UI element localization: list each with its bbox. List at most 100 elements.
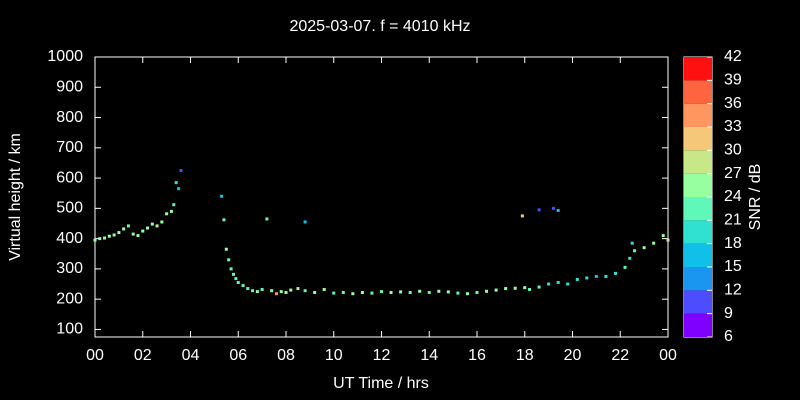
colorbar-tick-label: 33 — [724, 118, 742, 135]
y-tick-label: 200 — [56, 290, 83, 307]
colorbar-tick-label: 15 — [724, 258, 742, 275]
y-tick-label: 900 — [56, 78, 83, 95]
point — [260, 287, 264, 291]
point — [456, 291, 460, 295]
point — [220, 194, 224, 198]
point — [566, 282, 570, 286]
x-tick-label: 06 — [229, 347, 247, 364]
point — [642, 246, 646, 250]
point — [613, 271, 617, 275]
colorbar-tick-label: 27 — [724, 165, 742, 182]
y-tick-label: 300 — [56, 260, 83, 277]
point — [107, 234, 111, 238]
point — [594, 274, 598, 278]
colorbar-tick-label: 24 — [724, 188, 742, 205]
point — [360, 291, 364, 295]
point — [146, 226, 150, 230]
point — [177, 187, 181, 191]
point — [289, 288, 293, 292]
point — [112, 233, 116, 237]
point — [446, 290, 450, 294]
colorbar-tick-label: 6 — [724, 328, 733, 345]
point — [241, 284, 245, 288]
point — [556, 208, 560, 212]
point — [227, 258, 231, 262]
colorbar-tick-label: 12 — [724, 282, 742, 299]
colorbar-block — [684, 220, 712, 244]
colorbar-block — [684, 197, 712, 221]
point — [528, 287, 532, 291]
point — [513, 286, 517, 290]
point — [174, 181, 178, 185]
colorbar-block — [684, 267, 712, 291]
point — [494, 288, 498, 292]
point — [547, 282, 551, 286]
point — [370, 291, 374, 295]
point — [169, 209, 173, 213]
colorbar-block — [684, 80, 712, 104]
point — [234, 277, 238, 281]
x-tick-label: 00 — [86, 347, 104, 364]
point — [537, 208, 541, 212]
point — [475, 291, 479, 295]
point — [628, 256, 632, 260]
y-tick-label: 500 — [56, 200, 83, 217]
y-tick-label: 800 — [56, 109, 83, 126]
point — [652, 241, 656, 245]
y-tick-label: 100 — [56, 321, 83, 338]
point — [313, 291, 317, 295]
y-tick-label: 600 — [56, 169, 83, 186]
point — [284, 291, 288, 295]
x-tick-label: 22 — [611, 347, 629, 364]
point — [270, 289, 274, 293]
x-tick-label: 10 — [325, 347, 343, 364]
colorbar-block — [684, 150, 712, 174]
y-tick-label: 700 — [56, 139, 83, 156]
point — [556, 281, 560, 285]
colorbar-block — [684, 173, 712, 197]
colorbar-tick-label: 36 — [724, 95, 742, 112]
point — [93, 238, 97, 242]
point — [165, 212, 169, 216]
colorbar-tick-label: 39 — [724, 72, 742, 89]
colorbar-tick-label: 30 — [724, 142, 742, 159]
point — [322, 287, 326, 291]
point — [380, 290, 383, 294]
point — [160, 220, 164, 224]
point — [131, 232, 135, 236]
point — [408, 291, 412, 295]
colorbar-block — [684, 313, 712, 337]
point — [222, 218, 226, 222]
colorbar-block — [684, 243, 712, 267]
point — [229, 267, 233, 271]
point — [279, 290, 283, 294]
x-axis-label: UT Time / hrs — [333, 375, 429, 392]
point — [236, 281, 240, 285]
point — [117, 231, 121, 235]
point — [303, 289, 307, 293]
x-tick-label: 14 — [420, 347, 438, 364]
point — [332, 291, 336, 295]
x-tick-label: 18 — [516, 347, 534, 364]
point — [150, 222, 154, 226]
colorbar-label: SNR / dB — [747, 164, 764, 231]
point — [630, 241, 634, 245]
point — [155, 224, 159, 228]
point — [575, 277, 579, 281]
colorbar-tick-label: 21 — [724, 212, 742, 229]
point — [141, 229, 145, 233]
colorbar-block — [684, 127, 712, 151]
x-tick-label: 20 — [564, 347, 582, 364]
point — [265, 217, 269, 221]
x-tick-label: 00 — [659, 347, 677, 364]
point — [537, 285, 541, 289]
point — [103, 236, 107, 240]
colorbar-block — [684, 290, 712, 314]
x-tick-label: 08 — [277, 347, 295, 364]
point — [623, 265, 627, 269]
point — [399, 290, 403, 294]
x-tick-label: 16 — [468, 347, 486, 364]
point — [296, 287, 300, 291]
